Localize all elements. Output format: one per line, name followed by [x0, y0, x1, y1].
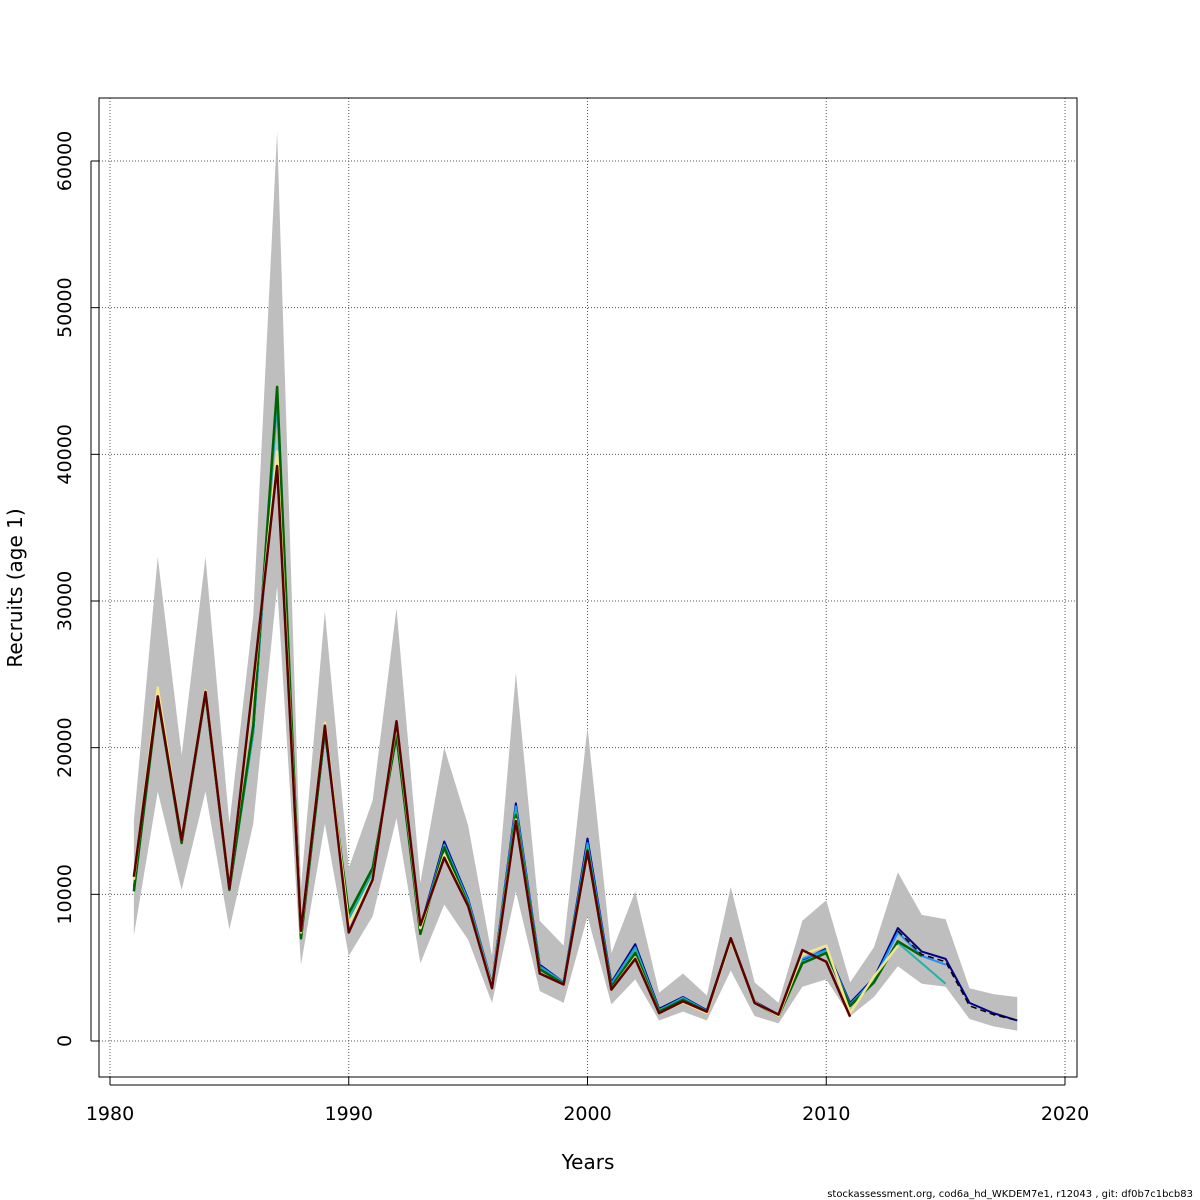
y-tick-label: 20000: [54, 717, 76, 777]
series-line-6: [132, 464, 852, 1018]
series-layer: [132, 385, 1018, 1022]
y-axis: 0 10000 20000 30000 40000 50000 60000: [54, 131, 99, 1047]
y-tick-label: 30000: [54, 571, 76, 631]
confidence-band: [133, 131, 1018, 1031]
x-axis-title: Years: [561, 1150, 615, 1174]
y-tick-label: 50000: [54, 277, 76, 337]
y-axis-title: Recruits (age 1): [3, 508, 27, 667]
x-tick-label: 1990: [325, 1103, 373, 1125]
y-tick-label: 60000: [54, 131, 76, 191]
y-tick-label: 10000: [54, 864, 76, 924]
x-tick-label: 1980: [86, 1103, 134, 1125]
x-tick-label: 2000: [563, 1103, 611, 1125]
x-axis: 1980 1990 2000 2010 2020: [86, 1077, 1089, 1125]
x-tick-label: 2020: [1041, 1103, 1089, 1125]
confidence-band-layer: [133, 131, 1018, 1031]
series-line-7: [897, 930, 1018, 1022]
x-tick-label: 2010: [802, 1103, 850, 1125]
footer-credit: stockassessment.org, cod6a_hd_WKDEM7e1, …: [827, 1189, 1193, 1200]
y-tick-label: 0: [54, 1035, 76, 1047]
y-tick-label: 40000: [54, 424, 76, 484]
